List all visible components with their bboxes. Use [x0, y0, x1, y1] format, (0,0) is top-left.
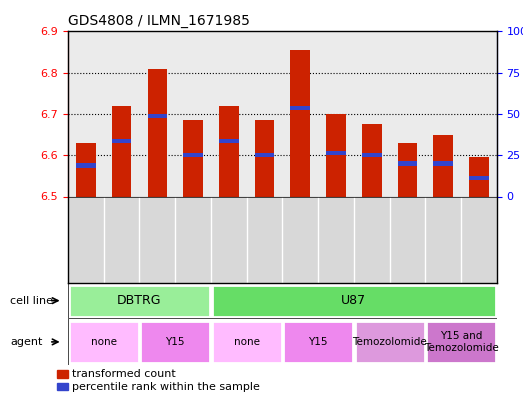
Bar — [397, 143, 417, 196]
Bar — [140, 31, 175, 196]
Bar — [175, 31, 211, 196]
Bar — [425, 31, 461, 196]
Bar — [247, 31, 282, 196]
Bar — [355, 321, 425, 363]
Bar — [362, 153, 382, 157]
Bar — [461, 31, 497, 196]
Bar — [219, 106, 238, 196]
Bar — [183, 153, 203, 157]
Bar — [69, 321, 139, 363]
Text: Temozolomide: Temozolomide — [353, 337, 427, 347]
Text: cell line: cell line — [10, 296, 53, 306]
Bar — [434, 162, 453, 165]
Text: percentile rank within the sample: percentile rank within the sample — [72, 382, 260, 391]
Bar — [469, 176, 489, 180]
Text: none: none — [234, 337, 260, 347]
Bar — [290, 50, 310, 196]
Bar — [354, 31, 390, 196]
Bar — [212, 321, 282, 363]
Text: U87: U87 — [342, 294, 367, 307]
Bar — [434, 134, 453, 196]
Text: Y15 and
Temozolomide: Y15 and Temozolomide — [424, 331, 498, 353]
Bar — [290, 106, 310, 110]
Bar — [76, 163, 96, 167]
Text: agent: agent — [10, 337, 42, 347]
Bar — [397, 162, 417, 165]
Bar — [211, 31, 247, 196]
Bar — [283, 321, 353, 363]
Bar — [147, 114, 167, 118]
Text: Y15: Y15 — [165, 337, 185, 347]
Bar — [326, 114, 346, 196]
Bar — [426, 321, 496, 363]
Bar — [69, 285, 210, 317]
Bar — [255, 120, 275, 196]
Bar — [68, 31, 104, 196]
Bar — [183, 120, 203, 196]
Bar — [57, 370, 68, 378]
Bar — [282, 31, 318, 196]
Text: DBTRG: DBTRG — [117, 294, 162, 307]
Bar — [112, 106, 131, 196]
Text: Y15: Y15 — [309, 337, 328, 347]
Bar — [390, 31, 425, 196]
Text: GDS4808 / ILMN_1671985: GDS4808 / ILMN_1671985 — [68, 14, 250, 28]
Bar — [112, 139, 131, 143]
Bar — [255, 153, 275, 157]
Bar — [362, 124, 382, 196]
Text: none: none — [90, 337, 117, 347]
Bar — [104, 31, 140, 196]
Bar — [469, 157, 489, 196]
Bar — [219, 139, 238, 143]
Text: transformed count: transformed count — [72, 369, 176, 379]
Bar — [76, 143, 96, 196]
Bar — [326, 151, 346, 155]
Bar — [318, 31, 354, 196]
Bar — [140, 321, 210, 363]
Bar — [57, 383, 68, 391]
Bar — [147, 69, 167, 196]
Bar — [212, 285, 496, 317]
